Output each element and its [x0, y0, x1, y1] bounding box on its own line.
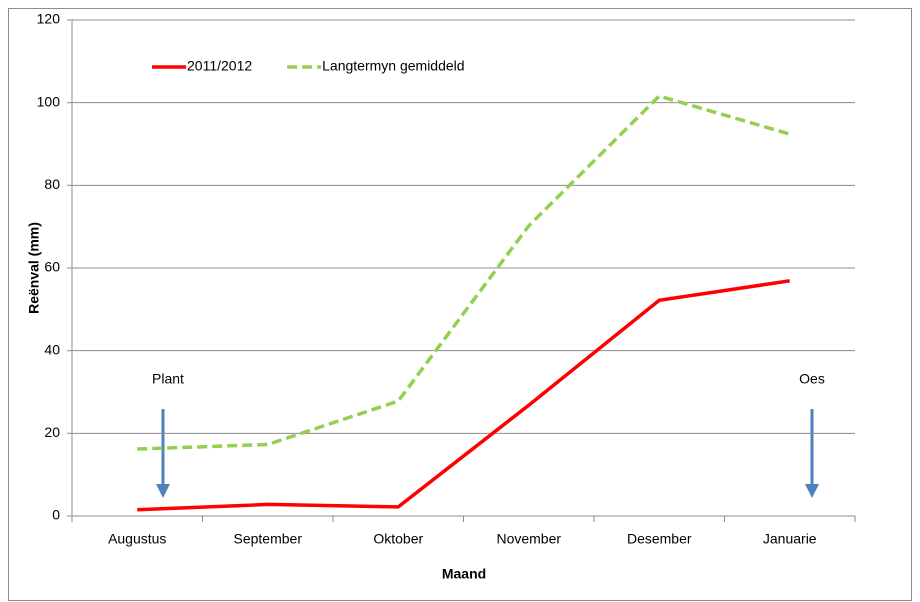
y-tick-label: 120: [37, 11, 61, 27]
y-axis-label: Reënval (mm): [26, 222, 42, 314]
annotation: Plant: [152, 371, 184, 387]
x-tick-label: Oktober: [373, 531, 423, 547]
y-tick-label: 100: [37, 93, 61, 109]
x-tick-label: November: [496, 531, 561, 547]
x-tick-label: September: [234, 531, 303, 547]
data-line: [137, 94, 791, 451]
y-tick-label: 80: [44, 176, 60, 192]
annotation: Oes: [799, 371, 825, 387]
x-axis-label: Maand: [442, 566, 486, 582]
x-tick-label: Januarie: [763, 531, 817, 547]
arrow: [156, 409, 170, 498]
chart-border: [8, 8, 912, 601]
y-tick-label: 40: [44, 341, 60, 357]
arrow: [805, 409, 819, 498]
x-tick-label: Desember: [627, 531, 692, 547]
y-tick-label: 20: [44, 424, 60, 440]
data-line: [137, 279, 791, 512]
legend-label: 2011/2012: [187, 58, 252, 74]
y-tick-label: 60: [44, 259, 60, 275]
y-tick-label: 0: [52, 507, 60, 523]
legend-label: Langtermyn gemiddeld: [322, 58, 464, 74]
x-tick-label: Augustus: [108, 531, 166, 547]
